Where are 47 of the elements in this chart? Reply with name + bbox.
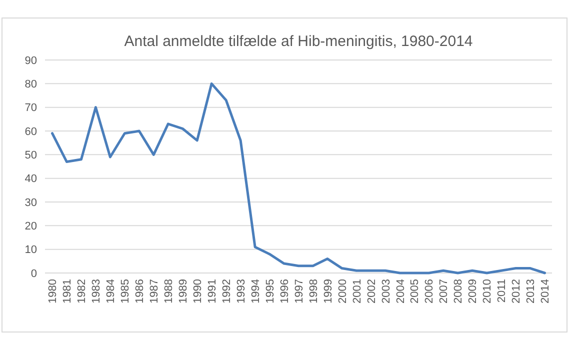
x-tick-label: 2005 bbox=[409, 279, 422, 304]
x-tick-label: 1999 bbox=[322, 279, 334, 304]
x-tick-label: 2009 bbox=[467, 279, 480, 304]
x-tick-label: 1983 bbox=[90, 279, 103, 304]
x-tick-label: 2000 bbox=[336, 279, 349, 304]
y-tick-label: 50 bbox=[24, 150, 37, 162]
y-tick-label: 20 bbox=[24, 220, 37, 233]
x-tick-label: 2013 bbox=[525, 279, 538, 304]
y-tick-label: 90 bbox=[24, 54, 37, 67]
x-tick-label: 1992 bbox=[220, 279, 233, 304]
x-tick-label: 1997 bbox=[293, 279, 306, 304]
y-tick-label: 60 bbox=[24, 126, 37, 138]
x-tick-label: 2002 bbox=[366, 279, 378, 304]
x-tick-label: 1982 bbox=[76, 279, 88, 304]
x-tick-label: 1989 bbox=[177, 279, 190, 304]
x-tick-label: 1998 bbox=[308, 279, 320, 304]
x-tick-label: 2004 bbox=[394, 279, 407, 304]
x-tick-label: 1981 bbox=[62, 279, 74, 304]
x-tick-label: 2010 bbox=[482, 279, 494, 304]
x-tick-label: 2006 bbox=[424, 279, 436, 304]
y-tick-label: 80 bbox=[24, 78, 37, 91]
x-tick-label: 1990 bbox=[192, 279, 204, 304]
x-tick-label: 1994 bbox=[250, 279, 262, 304]
x-tick-label: 1991 bbox=[206, 279, 218, 304]
x-tick-label: 1980 bbox=[47, 279, 60, 304]
x-tick-label: 1988 bbox=[162, 279, 175, 304]
x-tick-label: 1995 bbox=[264, 279, 276, 304]
y-tick-label: 30 bbox=[24, 196, 37, 209]
y-tick-label: 70 bbox=[24, 102, 37, 114]
x-tick-label: 1987 bbox=[148, 279, 160, 304]
x-tick-label: 2008 bbox=[452, 279, 465, 304]
x-tick-label: 1984 bbox=[105, 279, 118, 304]
y-tick-label: 0 bbox=[30, 268, 37, 280]
x-tick-label: 2011 bbox=[496, 279, 508, 303]
x-tick-label: 1986 bbox=[134, 279, 146, 304]
x-tick-label: 2003 bbox=[380, 279, 392, 304]
y-tick-label: 10 bbox=[24, 244, 37, 256]
x-tick-label: 2001 bbox=[351, 279, 364, 304]
x-tick-label: 1993 bbox=[235, 279, 248, 304]
x-tick-label: 2012 bbox=[510, 279, 523, 304]
x-tick-label: 2007 bbox=[438, 279, 450, 304]
line-series bbox=[50, 82, 546, 274]
x-tick-label: 2014 bbox=[540, 279, 552, 304]
x-tick-label: 1996 bbox=[278, 279, 291, 304]
x-tick-label: 1985 bbox=[120, 279, 132, 304]
chart-title: Antal anmeldte tilfælde af Hib-meningitis, 1980-2014 bbox=[124, 33, 473, 50]
y-tick-label: 40 bbox=[24, 173, 37, 186]
